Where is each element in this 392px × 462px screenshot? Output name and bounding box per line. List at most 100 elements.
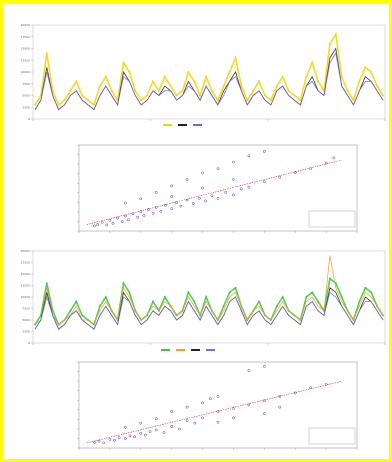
series-point — [305, 296, 308, 298]
series-point — [69, 89, 72, 92]
y-tick-label: 7500 — [22, 82, 30, 86]
scatter-point — [262, 150, 266, 153]
scatter-point — [210, 194, 214, 198]
series-point — [222, 85, 225, 87]
scatter-point — [123, 426, 127, 429]
series-point — [358, 300, 361, 303]
scatter-point — [262, 180, 266, 183]
series-point — [340, 296, 343, 298]
scatter-point — [198, 196, 201, 200]
y-tick-label: 12500 — [20, 284, 30, 288]
series-point — [311, 61, 314, 64]
scatter-point — [147, 208, 150, 211]
y-tick-label: 5000 — [22, 94, 30, 98]
legend-item — [176, 348, 187, 352]
series-point — [275, 305, 278, 308]
scatter-point — [133, 435, 136, 439]
y-tick-label: 2500 — [22, 330, 30, 334]
chart-scatter-top — [61, 141, 361, 236]
y-tick-label: 5000 — [22, 318, 30, 322]
series-point — [311, 291, 314, 294]
series-point — [75, 300, 78, 303]
scatter-point — [185, 419, 189, 422]
y-tick-label: 12500 — [20, 58, 30, 62]
series-point — [122, 282, 125, 285]
scatter-point — [278, 395, 282, 398]
series-point — [376, 85, 379, 87]
series-point — [199, 94, 202, 97]
series-point — [293, 94, 296, 97]
series-point — [329, 277, 331, 280]
series-point — [75, 80, 78, 83]
scatter-point — [201, 401, 204, 405]
scatter-point — [174, 201, 178, 204]
scatter-point — [239, 187, 243, 191]
series-point — [246, 99, 249, 102]
scatter-point — [278, 405, 282, 409]
scatter-point — [102, 441, 106, 445]
scatter-point — [93, 224, 96, 228]
scatter-point — [170, 207, 174, 210]
series-line — [34, 277, 384, 326]
scatter-point — [247, 154, 251, 158]
scatter-point — [216, 420, 220, 424]
scatter-point — [170, 410, 174, 413]
series-point — [258, 300, 261, 303]
scatter-point — [113, 438, 116, 442]
series-point — [128, 71, 131, 73]
chart-legend — [161, 348, 217, 352]
series-point — [370, 291, 373, 294]
series-line — [34, 291, 384, 330]
scatter-point — [232, 416, 235, 420]
scatter-point — [164, 203, 167, 207]
series-point — [157, 89, 160, 92]
scatter-point — [201, 171, 204, 175]
series-point — [169, 85, 172, 87]
y-tick-label: 10000 — [20, 295, 30, 299]
series-point — [346, 89, 349, 92]
series-point — [175, 94, 178, 97]
legend-item — [178, 123, 189, 127]
scatter-point — [216, 410, 220, 413]
series-point — [104, 75, 107, 78]
series-point — [146, 94, 148, 97]
scatter-point — [262, 364, 266, 368]
scatter-point — [159, 209, 163, 213]
scatter-point — [193, 421, 197, 425]
scatter-point — [139, 197, 143, 201]
scatter-point — [216, 196, 220, 200]
y-tick-label: 17500 — [20, 261, 30, 265]
series-point — [98, 85, 101, 87]
chart-timeseries-top-svg: 0 2500 5000 7500 10000 12500 15000 17500 20000 — [20, 23, 386, 121]
series-point — [51, 309, 54, 312]
series-point — [382, 94, 384, 97]
chart-scatter-top-svg — [77, 144, 358, 233]
scatter-point — [136, 215, 140, 219]
series-point — [98, 305, 101, 308]
series-point — [34, 104, 36, 106]
series-point — [234, 57, 237, 59]
series-point — [281, 296, 284, 298]
y-tick-label: 20000 — [20, 23, 30, 27]
legend-item — [161, 348, 172, 352]
scatter-point — [93, 441, 96, 444]
series-point — [45, 282, 48, 285]
y-tick-label: 15000 — [20, 47, 30, 51]
scatter-point — [127, 218, 130, 222]
scatter-point — [139, 432, 143, 435]
scatter-point — [139, 210, 143, 214]
scatter-point — [232, 193, 235, 197]
scatter-point — [162, 431, 166, 434]
scatter-point — [142, 214, 146, 217]
scatter-point — [154, 190, 158, 194]
y-tick-label: 20000 — [20, 249, 30, 253]
series-line — [34, 52, 384, 111]
scatter-point — [216, 395, 220, 398]
series-point — [317, 80, 320, 83]
scatter-point — [131, 212, 135, 216]
y-tick-label: 15000 — [20, 272, 30, 276]
y-tick-label: 2500 — [22, 105, 30, 109]
y-tick-label: 10000 — [20, 70, 30, 74]
series-point — [252, 89, 255, 92]
series-point — [93, 104, 95, 106]
